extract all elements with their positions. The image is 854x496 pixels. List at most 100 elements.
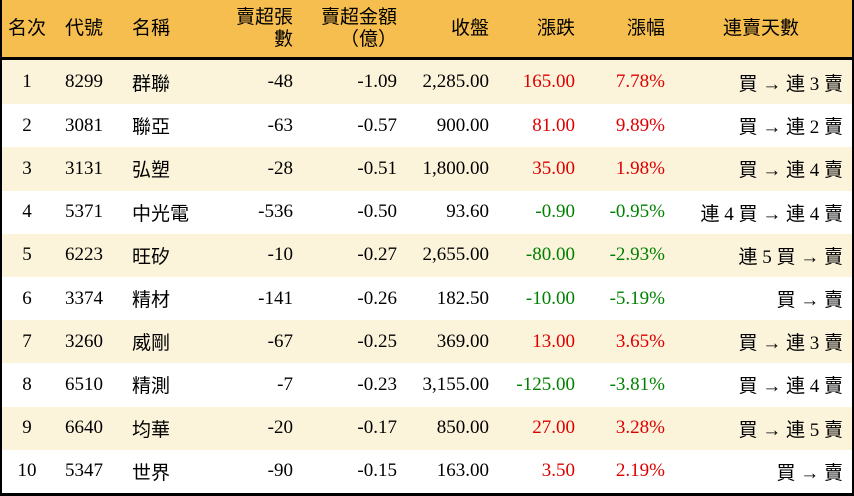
cell-change: -80.00 <box>525 244 575 266</box>
cell-change-pct: 2.19% <box>615 460 665 482</box>
cell-rank: 10 <box>17 460 37 482</box>
cell-streak: 連 5 買 → 賣 <box>738 246 843 268</box>
cell-change: 35.00 <box>532 157 575 179</box>
cell-sell-amount: -1.09 <box>357 71 397 93</box>
table-row: 6 3374 精材 -141 -0.26 182.50 -10.00 -5.19% 買 → 賣 <box>2 276 852 321</box>
col-header-sell-amount: 賣超金額 （億） <box>298 0 402 60</box>
cell-change: 81.00 <box>532 114 575 136</box>
cell-change: 27.00 <box>532 417 575 439</box>
cell-streak: 買 → 賣 <box>776 462 843 484</box>
cell-change-pct: -5.19% <box>609 287 665 309</box>
cell-change-pct: 1.98% <box>615 157 665 179</box>
cell-streak: 買 → 連 4 賣 <box>738 376 843 398</box>
cell-streak: 買 → 連 4 賣 <box>738 160 843 182</box>
cell-change: -0.90 <box>535 201 575 223</box>
cell-sell-volume: -48 <box>267 71 293 93</box>
cell-sell-amount: -0.25 <box>357 330 397 352</box>
cell-change-pct: 3.28% <box>615 417 665 439</box>
cell-code: 6510 <box>65 373 103 395</box>
cell-change-pct: -0.95% <box>609 201 665 223</box>
cell-sell-volume: -20 <box>267 417 293 439</box>
cell-change-pct: -3.81% <box>609 373 665 395</box>
cell-code: 6223 <box>65 244 103 266</box>
cell-close: 1,800.00 <box>422 157 490 179</box>
table-row: 1 8299 群聯 -48 -1.09 2,285.00 165.00 7.78% 買 → 連 … <box>2 58 852 105</box>
cell-change: -10.00 <box>525 287 575 309</box>
cell-code: 8299 <box>65 71 103 93</box>
cell-close: 93.60 <box>446 201 489 223</box>
cell-sell-volume: -536 <box>258 201 293 223</box>
cell-code: 3374 <box>65 287 103 309</box>
cell-name: 旺矽 <box>132 246 171 268</box>
cell-change: 13.00 <box>532 330 575 352</box>
cell-change: -125.00 <box>516 373 575 395</box>
cell-streak: 買 → 連 5 賣 <box>738 419 843 441</box>
cell-sell-amount: -0.57 <box>357 114 397 136</box>
cell-name: 精測 <box>132 376 171 398</box>
col-header-rank: 名次 <box>2 0 52 60</box>
cell-change-pct: 7.78% <box>615 71 665 93</box>
table-row: 7 3260 威剛 -67 -0.25 369.00 13.00 3.65% 買 → 連 3 賣 <box>2 320 852 364</box>
cell-close: 163.00 <box>436 460 489 482</box>
cell-close: 850.00 <box>436 417 489 439</box>
cell-code: 3081 <box>65 114 103 136</box>
cell-sell-amount: -0.50 <box>357 201 397 223</box>
cell-streak: 連 4 買 → 連 4 賣 <box>700 203 843 225</box>
cell-rank: 7 <box>22 330 32 352</box>
cell-code: 3260 <box>65 330 103 352</box>
table-row: 2 3081 聯亞 -63 -0.57 900.00 81.00 9.89% 買 → 連 2 賣 <box>2 104 852 148</box>
cell-code: 3131 <box>65 157 103 179</box>
cell-name: 均華 <box>132 419 171 441</box>
cell-code: 5371 <box>65 201 103 223</box>
cell-rank: 9 <box>22 417 32 439</box>
cell-close: 900.00 <box>436 114 489 136</box>
table-row: 9 6640 均華 -20 -0.17 850.00 27.00 3.28% 買 → 連 5 賣 <box>2 406 852 450</box>
cell-change-pct: 9.89% <box>615 114 665 136</box>
col-header-name: 名稱 <box>116 0 220 60</box>
cell-code: 6640 <box>65 417 103 439</box>
cell-sell-amount: -0.26 <box>357 287 397 309</box>
header-row: 名次 代號 名稱 賣超張數 賣超金額 （億） 收盤 漲跌 漲幅 連賣天數 <box>2 0 852 60</box>
table-row: 8 6510 精測 -7 -0.23 3,155.00 -125.00 -3.81% 買 → 連… <box>2 363 852 407</box>
table-row: 4 5371 中光電 -536 -0.50 93.60 -0.90 -0.95% 連 4 買 →… <box>2 190 852 234</box>
col-header-code: 代號 <box>52 0 116 60</box>
cell-close: 369.00 <box>436 330 489 352</box>
cell-sell-volume: -7 <box>277 373 293 395</box>
cell-rank: 6 <box>22 287 32 309</box>
col-header-close: 收盤 <box>402 0 494 60</box>
cell-name: 精材 <box>132 290 171 312</box>
cell-streak: 買 → 連 2 賣 <box>738 117 843 139</box>
cell-sell-volume: -10 <box>267 244 293 266</box>
table-row: 10 5347 世界 -90 -0.15 163.00 3.50 2.19% 買 → 賣 <box>2 449 852 493</box>
cell-close: 3,155.00 <box>422 373 490 395</box>
table-row: 3 3131 弘塑 -28 -0.51 1,800.00 35.00 1.98% 買 → 連 4… <box>2 147 852 191</box>
cell-streak: 買 → 連 3 賣 <box>738 333 843 355</box>
cell-name: 聯亞 <box>132 117 171 139</box>
cell-name: 世界 <box>132 462 171 484</box>
col-header-sell-amount-line2: （億） <box>339 28 397 50</box>
cell-sell-amount: -0.17 <box>357 417 397 439</box>
col-header-streak: 連賣天數 <box>670 0 852 60</box>
cell-rank: 3 <box>22 157 32 179</box>
table-header: 名次 代號 名稱 賣超張數 賣超金額 （億） 收盤 漲跌 漲幅 連賣天數 <box>2 0 852 60</box>
cell-rank: 2 <box>22 114 32 136</box>
cell-sell-amount: -0.27 <box>357 244 397 266</box>
cell-code: 5347 <box>65 460 103 482</box>
cell-rank: 4 <box>22 201 32 223</box>
cell-close: 2,655.00 <box>422 244 490 266</box>
col-header-sell-amount-line1: 賣超金額 <box>320 6 397 28</box>
cell-name: 中光電 <box>132 203 190 225</box>
cell-streak: 買 → 連 3 賣 <box>738 73 843 95</box>
cell-sell-amount: -0.23 <box>357 373 397 395</box>
cell-close: 2,285.00 <box>422 71 490 93</box>
cell-sell-volume: -63 <box>267 114 293 136</box>
cell-change-pct: -2.93% <box>609 244 665 266</box>
col-header-change-pct: 漲幅 <box>580 0 670 60</box>
cell-sell-volume: -141 <box>258 287 293 309</box>
table-body: 1 8299 群聯 -48 -1.09 2,285.00 165.00 7.78% 買 → 連 … <box>2 58 852 493</box>
cell-change: 3.50 <box>541 460 575 482</box>
col-header-sell-volume: 賣超張數 <box>220 0 298 60</box>
cell-sell-amount: -0.15 <box>357 460 397 482</box>
